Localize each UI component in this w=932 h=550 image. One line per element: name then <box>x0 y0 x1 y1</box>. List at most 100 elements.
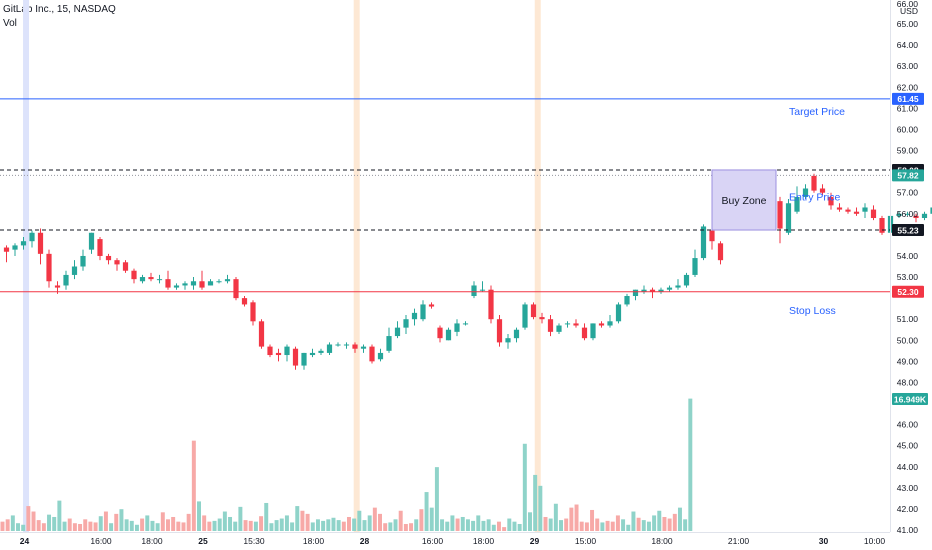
price-tick-label: 57.00 <box>897 188 919 198</box>
volume-bar <box>150 520 155 531</box>
volume-bar <box>522 443 527 531</box>
volume-bar <box>315 519 320 531</box>
volume-bar <box>248 520 253 531</box>
price-level-tag <box>892 92 924 105</box>
candle-body <box>360 346 367 349</box>
volume-bar <box>212 520 217 531</box>
candle-body <box>224 279 231 282</box>
volume-bar <box>197 501 201 531</box>
candle-body <box>624 296 630 305</box>
candle-body <box>139 277 146 282</box>
candle-body <box>556 325 562 332</box>
candle-body <box>649 289 656 292</box>
volume-bar <box>559 520 564 531</box>
volume-bar <box>347 516 351 531</box>
volume-bar <box>543 516 548 531</box>
volume-bar <box>429 507 434 531</box>
candle-body <box>199 281 205 288</box>
stop-loss-label: Stop Loss <box>789 305 836 317</box>
volume-bar <box>109 523 114 531</box>
volume-bar <box>326 519 331 531</box>
candle-body <box>165 279 171 288</box>
candle-body <box>522 304 528 328</box>
candle-body <box>581 327 588 339</box>
price-axis: 41.00 42.00 43.00 44.00 45.00 46.00 48.00 49.00… <box>897 0 919 535</box>
price-level-tag-text: 61.45 <box>897 94 919 104</box>
time-tick-label: 24 <box>20 536 30 546</box>
volume-bar <box>652 515 657 531</box>
candle-body <box>275 352 282 356</box>
volume-bar <box>600 522 605 531</box>
volume-bar <box>331 517 336 531</box>
time-tick-label: 18:00 <box>651 536 673 546</box>
candle-body <box>437 327 443 339</box>
volume-bar <box>471 520 476 531</box>
candle-body <box>539 317 545 320</box>
candle-body <box>29 232 35 242</box>
candle-body <box>122 262 129 271</box>
candle-body <box>785 203 792 233</box>
volume-bar <box>72 523 77 531</box>
volume-bar <box>88 521 93 531</box>
price-tick-label: 62.00 <box>897 82 919 92</box>
candle-body <box>505 338 511 343</box>
price-tick-label: 45.00 <box>897 441 919 451</box>
volume-bar <box>181 522 186 531</box>
price-level-tag-text: 52.30 <box>897 287 919 297</box>
volume-bar <box>626 524 631 531</box>
volume-bar <box>62 521 67 531</box>
time-axis: 24 16:00 18:00 25 15:30 18:00 28 16:00 18:00 29 15… <box>20 536 886 546</box>
price-tick-label: 64.00 <box>897 40 919 50</box>
volume-bar <box>124 519 129 531</box>
volume-bar <box>662 516 667 531</box>
volume-bar <box>171 516 176 531</box>
price-tick-label: 59.00 <box>897 146 919 156</box>
volume-bar <box>352 518 357 531</box>
candle-body <box>267 346 273 356</box>
candle-body <box>879 218 885 233</box>
volume-bar <box>57 500 62 531</box>
currency-label: USD <box>900 6 918 16</box>
volume-bar <box>615 515 620 531</box>
session-highlight <box>23 0 30 532</box>
volume-bar <box>393 519 398 531</box>
price-level-tag-text: 57.82 <box>897 171 919 181</box>
candle-body <box>403 319 409 328</box>
volume-bar <box>114 513 119 531</box>
candle-body <box>471 285 477 297</box>
candle-body <box>71 266 78 275</box>
volume-bar <box>300 510 305 531</box>
volume-bar <box>403 523 408 531</box>
candle-body <box>921 213 928 219</box>
candle-body <box>233 279 239 299</box>
candle-body <box>590 323 596 339</box>
entry-price-label: Entry Price <box>789 192 841 204</box>
candle-body <box>675 285 681 288</box>
candle-body <box>411 312 418 320</box>
volume-bar <box>538 485 543 531</box>
candle-body <box>343 344 350 346</box>
candle-body <box>641 289 647 292</box>
candle-body <box>377 352 384 360</box>
volume-bar <box>259 516 264 531</box>
volume-bar <box>388 522 393 531</box>
volume-bar <box>688 398 693 531</box>
volume-bar <box>305 513 310 531</box>
volume-bar <box>36 520 41 531</box>
volume-bar <box>284 515 289 531</box>
candle-body <box>930 207 932 214</box>
volume-bar <box>145 515 150 531</box>
price-level-tag <box>892 224 924 237</box>
volume-bar <box>445 521 450 531</box>
candle-body <box>80 255 86 267</box>
volume-bar <box>440 519 445 531</box>
volume-bar <box>357 510 362 531</box>
volume-bar <box>31 511 36 531</box>
volume-bar <box>590 509 595 531</box>
volume-bar <box>631 511 636 531</box>
price-tick-label: 48.00 <box>897 377 919 387</box>
volume-bar <box>574 504 579 531</box>
candle-body <box>632 289 639 297</box>
candle-body <box>488 289 494 320</box>
